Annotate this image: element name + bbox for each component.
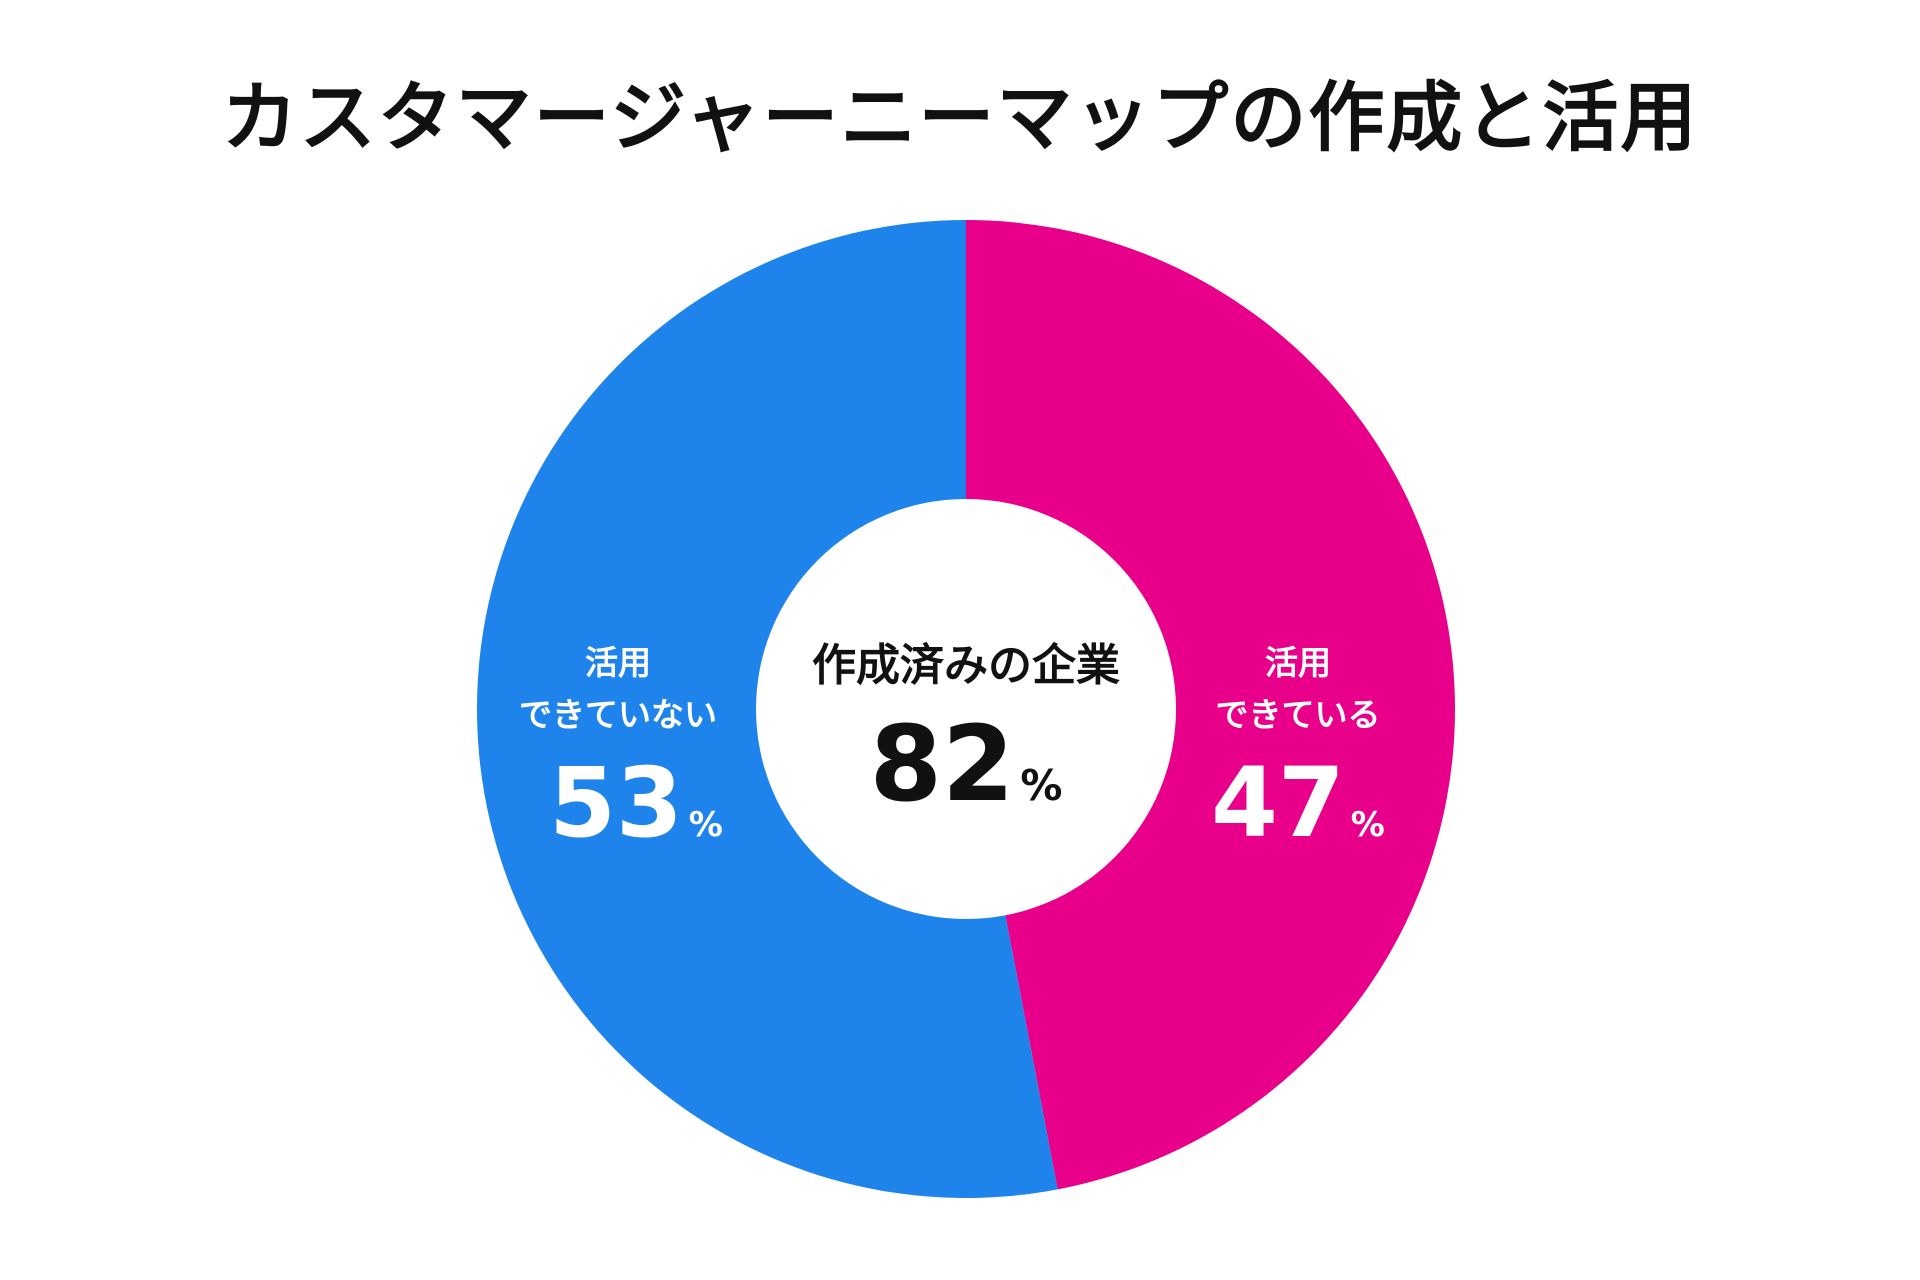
slice-label-used-line1: 活用 xyxy=(1265,643,1331,682)
center-value-group: 82% xyxy=(870,703,1063,825)
slice-label-unused-line1: 活用 xyxy=(585,643,651,682)
chart-title: カスタマージャーニーマップの作成と活用 xyxy=(221,73,1699,162)
slice-label-used-line2: できている xyxy=(1216,695,1381,734)
slice-value-unused: 53 xyxy=(549,747,683,859)
slice-value-unused-group: 53% xyxy=(549,747,723,859)
center-value: 82 xyxy=(870,703,1015,825)
slice-unit-unused: % xyxy=(689,805,723,845)
donut-hole xyxy=(756,499,1176,919)
slice-unit-used: % xyxy=(1351,805,1385,845)
pie-slice-used xyxy=(966,220,1455,1190)
slice-label-unused-line2: できていない xyxy=(519,695,717,734)
slice-value-used-group: 47% xyxy=(1211,747,1385,859)
center-unit: % xyxy=(1020,761,1062,810)
center-label: 作成済みの企業 xyxy=(812,640,1120,691)
slice-value-used: 47 xyxy=(1211,747,1345,859)
